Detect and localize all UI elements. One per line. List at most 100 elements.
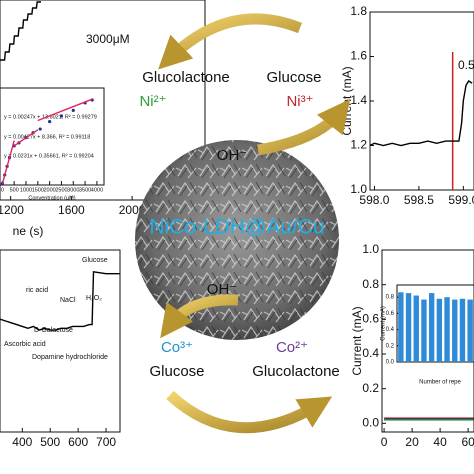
y-tick-label: 0.4 [386,327,395,333]
bar [467,299,473,362]
scheme-label: Co³⁺ [161,339,193,356]
data-line [1,140,15,184]
annotation: H₂O₂ [86,295,102,302]
charts: 1200160020002400ne (s)3000μM050010001500… [0,0,474,449]
y-tick-label: 0.8 [362,277,379,291]
x-tick-label: 3000 [67,187,79,193]
x-tick-label: 1500 [32,187,44,193]
annotation: Glucose [82,257,108,264]
x-tick-label: 400 [12,435,32,449]
chart: 598.0 598.5 599.0 1.0 1.2 1.4 1.6 1.8 Current (m… [340,4,474,207]
bar [444,297,450,362]
bar [436,298,443,362]
scheme-label: Glucolactone [142,69,230,86]
annotation: y = 0.00247x + 13.6021, R² = 0.99279 [4,114,97,120]
scheme-label: OH⁻ [207,281,237,298]
data-point [59,114,64,118]
data-point [48,119,52,124]
x-tick-label: 2000 [44,187,56,193]
y-tick-label: 0.0 [362,416,379,430]
scheme-label: Ni³⁺ [286,93,313,110]
y-tick-label: 1.8 [350,4,367,18]
x-axis-label: ne (s) [13,224,44,238]
x-tick-label: 700 [96,435,116,449]
bar [398,292,404,362]
data-point [71,108,75,112]
annotation: 3000μM [86,32,130,46]
sem-texture [135,140,339,340]
x-tick-label: 1000 [20,187,32,193]
y-tick-label: 1.4 [350,93,367,107]
x-tick-label: 500 [40,435,60,449]
scheme-label: Ni²⁺ [139,93,166,110]
arrow [257,99,351,156]
annotation: 0.5 [458,58,474,72]
x-axis-label: Number of repe [419,380,461,386]
plot-frame [369,11,474,191]
chart: 0 500 1000 1500 2000 2500 3000 3500 4000 Conventr… [0,87,105,201]
y-tick-label: 0.2 [362,381,379,395]
annotation: Ascorbic acid [4,341,46,348]
x-axis-label: Conventration (μM) [28,195,75,201]
data-point [38,127,42,131]
y-axis-label: Current (mA) [381,306,387,341]
data-line [37,98,93,122]
plot-frame [0,87,105,186]
arrow [166,390,333,434]
x-tick-label: 598.0 [359,193,389,207]
scheme-label: Glucose [266,69,321,86]
data-line [369,80,473,147]
x-tick-label: 40 [433,435,447,449]
x-tick-label: 1600 [58,203,85,217]
y-tick-label: 1.0 [362,242,379,256]
y-tick-label: 0.8 [386,295,395,301]
bar [405,293,412,362]
y-tick-label: 1.0 [350,182,367,196]
x-tick-label: 0 [381,435,388,449]
y-tick-label: 0.0 [386,360,395,366]
x-tick-label: 4000 [91,187,103,193]
data-line [0,270,120,331]
x-tick-label: 598.5 [404,193,434,207]
y-axis-label: Current (mA) [340,66,354,135]
scheme-label: Glucolactone [252,363,340,380]
x-tick-label: 0 [1,187,4,193]
bar [413,295,419,362]
x-tick-label: 60 [461,435,474,449]
plot-frame [0,249,121,433]
chart: 0.0 0.2 0.4 0.6 0.8 Number of repe Current (mA… [381,284,474,386]
x-tick-label: 1200 [0,203,24,217]
data-line [0,1,41,61]
x-tick-label: 2500 [55,187,67,193]
y-tick-label: 0.6 [362,312,379,326]
scheme: NiCo-LDH@Au/Cu Glucolactone Glucose Ni²⁺ Ni… [135,13,351,434]
y-tick-label: 0.2 [386,343,395,349]
annotation: NaCl [60,297,76,304]
x-tick-label: 3500 [79,187,91,193]
x-tick-label: 600 [68,435,88,449]
data-line [13,129,39,147]
x-tick-label: 599.0 [448,193,474,207]
y-tick-label: 0.6 [386,311,395,317]
bar [428,293,435,362]
y-tick-label: 1.6 [350,49,367,63]
x-tick-label: 20 [405,435,419,449]
center-label: NiCo-LDH@Au/Cu [149,216,324,239]
arrow [160,294,239,339]
arrow [158,13,303,70]
scheme-label: Co²⁺ [276,339,308,356]
scheme-label: OH⁻ [217,147,247,164]
bar [421,299,427,362]
annotation: ric acid [26,287,48,294]
scheme-label: Glucose [149,363,204,380]
annotation: y = 0.00427x + 8.366, R² = 0.99118 [4,134,90,140]
annotation: Dopamine hydrochloride [32,354,108,361]
bar [452,299,458,362]
annotation: y = 0.0231x + 0.35661, R² = 0.99204 [4,153,94,159]
x-tick-label: 500 [10,187,19,193]
y-axis-label: Current (mA) [350,306,364,375]
bar [459,298,466,362]
